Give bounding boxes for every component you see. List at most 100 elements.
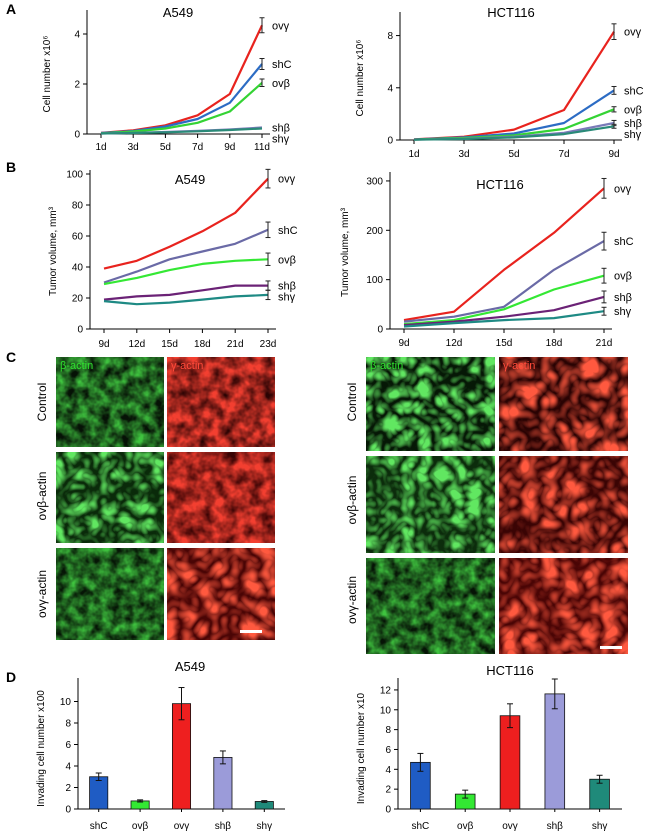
y-tick-label: 200 xyxy=(366,226,383,237)
series-line-2 xyxy=(103,258,269,286)
x-tick-label: shβ xyxy=(547,821,564,832)
bar-shβ xyxy=(213,757,233,810)
y-tick-label: 10 xyxy=(60,697,72,708)
axes xyxy=(86,10,270,135)
x-tick-label: 21d xyxy=(596,338,613,349)
series-label: shγ xyxy=(614,306,632,318)
x-tick-label: shβ xyxy=(215,821,232,832)
series-label: ovγ xyxy=(278,174,296,186)
series-line-2 xyxy=(403,274,605,326)
y-tick-label: 2 xyxy=(74,80,80,91)
x-tick-label: ovγ xyxy=(502,821,518,832)
bar-shβ xyxy=(544,693,566,810)
series-line-4 xyxy=(403,310,605,328)
y-tick-label: 80 xyxy=(72,201,84,212)
y-tick-label: 0 xyxy=(65,805,71,816)
series-line-0 xyxy=(100,24,263,134)
x-tick-label: 18d xyxy=(194,339,211,350)
series-label: shC xyxy=(614,236,634,248)
y-tick-label: 2 xyxy=(385,785,391,796)
x-tick-label: 15d xyxy=(496,338,513,349)
panel-letter-c: C xyxy=(6,349,16,365)
series-line-4 xyxy=(100,127,263,135)
y-tick-label: 0 xyxy=(77,325,83,336)
x-tick-label: 1d xyxy=(408,149,419,160)
axes xyxy=(389,172,612,330)
y-tick-label: 6 xyxy=(65,740,71,751)
chart-tumor-volume-hct116: HCT116 Tumor volume, mm³ 0 100 200 300 9d 12d 15… xyxy=(340,172,634,349)
y-axis-label: Invading cell number x10 xyxy=(356,692,367,804)
y-axis-label: Invading cell number x100 xyxy=(36,690,47,807)
y-tick-label: 4 xyxy=(74,30,80,41)
row-label-control-a549: Control xyxy=(35,383,49,422)
x-tick-label: 21d xyxy=(227,339,244,350)
chart-title: A549 xyxy=(175,659,205,674)
y-axis-label: Tumor volume, mm³ xyxy=(340,207,351,297)
scale-bar-hct116 xyxy=(600,646,622,649)
x-tick-label: 9d xyxy=(224,142,235,153)
x-tick-label: 12d xyxy=(446,338,463,349)
y-tick-label: 4 xyxy=(65,762,71,773)
y-tick-label: 100 xyxy=(366,275,383,286)
y-tick-label: 8 xyxy=(387,31,393,42)
micrograph-grid-a549: Control ovβ-actin ovγ-actin β-actin γ-ac… xyxy=(35,357,275,640)
chart-title: HCT116 xyxy=(476,177,523,192)
series-label: ovγ xyxy=(272,20,290,32)
x-tick-label: shγ xyxy=(592,821,608,832)
chart-cell-number-hct116: HCT116 Cell number x10⁶ 0 4 8 1d 3d 5d 7d 9d ovγ sh… xyxy=(355,5,644,160)
y-axis-label: Cell number x10⁶ xyxy=(355,40,366,117)
series-label: shγ xyxy=(272,134,290,146)
series-label: shβ xyxy=(278,281,296,293)
y-tick-label: 0 xyxy=(387,136,393,147)
channel-label-gamma-hct116: γ-actin xyxy=(503,360,535,372)
chart-tumor-volume-a549: A549 Tumor volume, mm³ 0 20 40 60 80 100 9d 12d 15… xyxy=(48,168,298,350)
y-tick-label: 12 xyxy=(380,685,392,696)
row-label-ovbeta-a549: ovβ-actin xyxy=(35,472,49,521)
x-tick-label: 18d xyxy=(546,338,563,349)
series-line-4 xyxy=(413,125,615,141)
axes xyxy=(89,170,276,330)
x-tick-label: 15d xyxy=(161,339,178,350)
chart-title: HCT116 xyxy=(487,5,534,20)
y-tick-label: 4 xyxy=(385,765,391,776)
chart-invading-cells-hct116: HCT116 Invading cell number x10 0 2 4 6 8 10 12 s… xyxy=(356,663,622,832)
y-tick-label: 40 xyxy=(72,263,84,274)
series-label: shC xyxy=(624,85,644,97)
x-tick-label: 3d xyxy=(128,142,139,153)
y-tick-label: 8 xyxy=(385,725,391,736)
micrograph-grid-hct116: Control ovβ-actin ovγ-actin β-actin γ-ac… xyxy=(345,357,628,654)
channel-label-gamma-a549: γ-actin xyxy=(171,360,203,372)
series-label: ovβ xyxy=(614,271,632,283)
scale-bar-a549 xyxy=(240,630,262,633)
y-tick-label: 10 xyxy=(380,705,392,716)
x-tick-label: 23d xyxy=(260,339,277,350)
x-tick-label: 12d xyxy=(128,339,145,350)
series-line-2 xyxy=(100,81,263,135)
x-tick-label: 9d xyxy=(98,339,109,350)
series-label: ovβ xyxy=(278,254,296,266)
channel-label-beta-hct116: β-actin xyxy=(370,360,403,372)
y-tick-label: 0 xyxy=(385,805,391,816)
x-tick-label: 9d xyxy=(398,338,409,349)
series-label: ovγ xyxy=(614,183,632,195)
y-tick-label: 6 xyxy=(385,745,391,756)
x-tick-label: 7d xyxy=(192,142,203,153)
y-axis-label: Tumor volume, mm³ xyxy=(48,206,59,296)
series-label: shβ xyxy=(614,292,632,304)
x-tick-label: ovβ xyxy=(457,821,474,832)
series-line-1 xyxy=(403,240,605,323)
y-tick-label: 0 xyxy=(377,325,383,336)
y-tick-label: 300 xyxy=(366,176,383,187)
x-tick-label: 5d xyxy=(160,142,171,153)
series-line-1 xyxy=(413,89,615,141)
y-tick-label: 4 xyxy=(387,83,393,94)
series-line-0 xyxy=(403,187,605,322)
series-line-1 xyxy=(103,228,269,284)
y-tick-label: 20 xyxy=(72,294,84,305)
y-axis-label: Cell number x10⁶ xyxy=(42,36,53,113)
chart-title: A549 xyxy=(175,172,205,187)
x-tick-label: 3d xyxy=(458,149,469,160)
series-label: shC xyxy=(278,225,298,237)
panel-letter-b: B xyxy=(6,159,16,175)
